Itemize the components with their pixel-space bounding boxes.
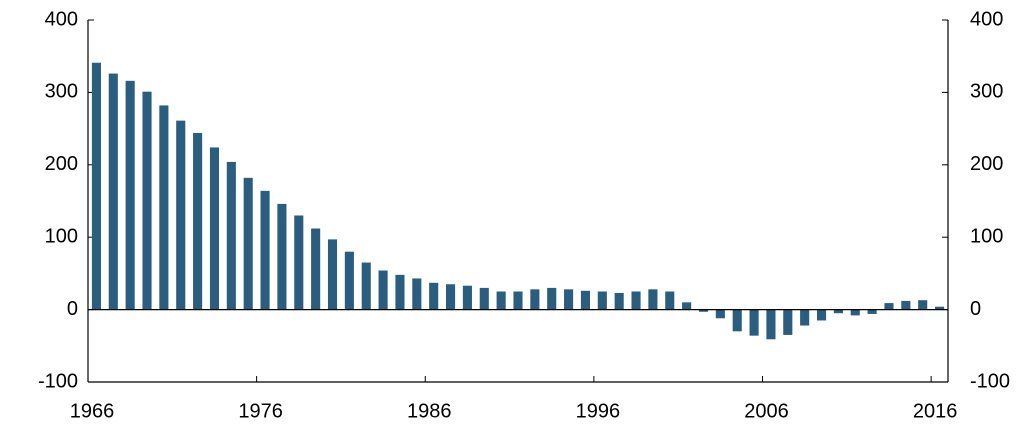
bar xyxy=(327,239,338,310)
bar xyxy=(193,132,203,310)
y-tick-label: -100 xyxy=(38,370,78,392)
bar xyxy=(496,291,506,310)
bar xyxy=(816,309,827,321)
bar xyxy=(648,289,658,310)
x-tick-label: 1966 xyxy=(70,400,115,422)
bar xyxy=(800,309,810,326)
bar xyxy=(732,309,742,332)
bar xyxy=(142,91,152,310)
bar xyxy=(209,147,220,310)
bar xyxy=(277,203,287,310)
y2-tick-label: 400 xyxy=(970,8,1003,30)
bar xyxy=(294,215,304,310)
x-tick-label: 1986 xyxy=(407,400,452,422)
bar xyxy=(412,278,422,310)
x-tick-label: 2006 xyxy=(744,400,789,422)
y2-tick-label: 100 xyxy=(970,225,1003,247)
y-tick-label: 400 xyxy=(45,8,78,30)
y-tick-label: 200 xyxy=(45,153,78,175)
bar xyxy=(344,251,354,310)
bar xyxy=(513,291,523,310)
bar xyxy=(429,282,439,310)
bar xyxy=(884,303,894,310)
bar xyxy=(766,309,776,340)
bar xyxy=(462,285,472,310)
bar xyxy=(530,289,540,310)
bar xyxy=(91,62,101,310)
y2-tick-label: -100 xyxy=(970,370,1010,392)
bar xyxy=(935,306,945,310)
bar xyxy=(226,161,236,310)
bar xyxy=(614,292,624,310)
x-tick-label: 1976 xyxy=(238,400,283,422)
bar xyxy=(159,105,169,310)
bar xyxy=(108,73,118,310)
bar xyxy=(361,262,371,310)
bar xyxy=(125,80,135,310)
bar xyxy=(597,291,607,310)
bar xyxy=(445,284,456,310)
y-tick-label: 0 xyxy=(67,298,78,320)
bar xyxy=(564,289,574,310)
bar xyxy=(698,309,709,312)
y2-tick-label: 0 xyxy=(970,298,981,320)
bar xyxy=(850,309,860,316)
bar xyxy=(783,309,793,335)
bar xyxy=(580,290,591,310)
bar xyxy=(479,287,489,310)
bar xyxy=(378,270,388,310)
y-tick-label: 100 xyxy=(45,225,78,247)
y2-tick-label: 200 xyxy=(970,153,1003,175)
bar xyxy=(260,190,270,310)
bar xyxy=(901,300,911,310)
bar xyxy=(833,309,843,314)
bar xyxy=(918,300,928,310)
bar xyxy=(665,291,675,310)
bar xyxy=(749,309,759,336)
x-tick-label: 2016 xyxy=(913,400,958,422)
bar xyxy=(631,291,641,310)
bar xyxy=(395,274,405,310)
bar xyxy=(547,287,557,310)
y-tick-label: 300 xyxy=(45,81,78,103)
bar xyxy=(311,228,321,310)
x-tick-label: 1996 xyxy=(576,400,621,422)
bar xyxy=(176,120,186,310)
y2-tick-label: 300 xyxy=(970,81,1003,103)
bar xyxy=(867,309,877,314)
bar xyxy=(243,177,253,310)
bar xyxy=(682,302,692,310)
bar xyxy=(715,309,725,319)
